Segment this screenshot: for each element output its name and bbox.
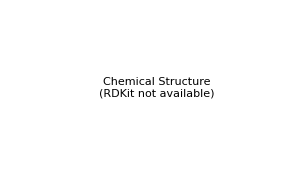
Text: Chemical Structure
(RDKit not available): Chemical Structure (RDKit not available) — [99, 77, 215, 98]
